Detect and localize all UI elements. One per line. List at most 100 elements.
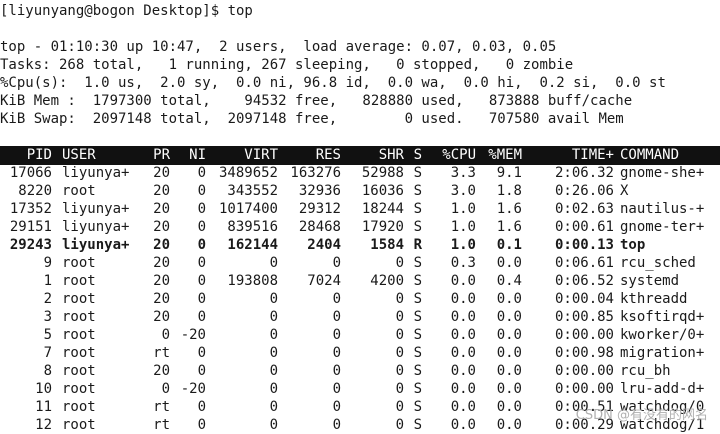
col-cpu[interactable]: %CPU bbox=[442, 147, 476, 163]
cell-time: 0:06.61 bbox=[554, 255, 614, 271]
cell-command: gnome-ter+ bbox=[620, 219, 705, 235]
cell-state: S bbox=[413, 363, 422, 379]
cell-pr: 20 bbox=[153, 219, 170, 235]
process-row[interactable]: 17352 liyunya+ 20 0 1017400 29312 18244 S 1.0 1.6… bbox=[0, 200, 720, 218]
col-shr[interactable]: SHR bbox=[378, 147, 404, 163]
process-row[interactable]: 12 root rt 0 0 0 0 S 0.0 0.0 0:00.29 watchdog/1 bbox=[0, 416, 720, 434]
process-row[interactable]: 8 root 20 0 0 0 0 S 0.0 0.0 0:00.00 rcu_bh bbox=[0, 362, 720, 380]
cell-time: 0:00.00 bbox=[554, 381, 614, 397]
cell-ni: -20 bbox=[180, 381, 206, 397]
cell-command: X bbox=[620, 183, 629, 199]
col-mem[interactable]: %MEM bbox=[488, 147, 522, 163]
cell-user: root bbox=[62, 345, 96, 361]
process-row[interactable]: 5 root 0 -20 0 0 0 S 0.0 0.0 0:00.00 kworker/0+ bbox=[0, 326, 720, 344]
col-virt[interactable]: VIRT bbox=[244, 147, 278, 163]
cell-ni: 0 bbox=[197, 309, 206, 325]
cell-user: liyunya+ bbox=[62, 219, 130, 235]
cell-mem: 9.1 bbox=[496, 165, 522, 181]
process-row[interactable]: 7 root rt 0 0 0 0 S 0.0 0.0 0:00.98 migration+ bbox=[0, 344, 720, 362]
cell-user: root bbox=[62, 399, 96, 415]
cell-ni: -20 bbox=[180, 327, 206, 343]
summary-swap: KiB Swap: 2097148 total, 2097148 free, 0… bbox=[0, 111, 624, 127]
cell-state: S bbox=[413, 417, 422, 433]
cell-shr: 0 bbox=[395, 255, 404, 271]
cell-cpu: 0.0 bbox=[450, 363, 476, 379]
cell-virt: 1017400 bbox=[218, 201, 278, 217]
cell-shr: 0 bbox=[395, 417, 404, 433]
process-row[interactable]: 29151 liyunya+ 20 0 839516 28468 17920 S 1.0 1.6 0… bbox=[0, 218, 720, 236]
col-pid[interactable]: PID bbox=[26, 147, 52, 163]
cell-cpu: 0.3 bbox=[450, 255, 476, 271]
cell-time: 0:00.29 bbox=[554, 417, 614, 433]
col-user[interactable]: USER bbox=[62, 147, 96, 163]
cell-mem: 1.6 bbox=[496, 219, 522, 235]
cell-pid: 29151 bbox=[9, 219, 52, 235]
cell-pid: 11 bbox=[35, 399, 52, 415]
cell-time: 0:00.61 bbox=[554, 219, 614, 235]
cell-pid: 29243 bbox=[9, 237, 52, 253]
process-row[interactable]: 2 root 20 0 0 0 0 S 0.0 0.0 0:00.04 kthreadd bbox=[0, 290, 720, 308]
cell-mem: 0.0 bbox=[496, 381, 522, 397]
process-row[interactable]: 10 root 0 -20 0 0 0 S 0.0 0.0 0:00.00 lru-add-d+ bbox=[0, 380, 720, 398]
col-command[interactable]: COMMAND bbox=[620, 147, 680, 163]
cell-cpu: 0.0 bbox=[450, 327, 476, 343]
cell-state: S bbox=[413, 255, 422, 271]
cell-pr: 0 bbox=[161, 327, 170, 343]
cell-ni: 0 bbox=[197, 363, 206, 379]
process-row[interactable]: 11 root rt 0 0 0 0 S 0.0 0.0 0:00.51 watchdog/0 bbox=[0, 398, 720, 416]
process-row[interactable]: 3 root 20 0 0 0 0 S 0.0 0.0 0:00.85 ksoftirqd+ bbox=[0, 308, 720, 326]
process-row[interactable]: 1 root 20 0 193808 7024 4200 S 0.0 0.4 0:06.52 syst… bbox=[0, 272, 720, 290]
cell-pid: 17352 bbox=[9, 201, 52, 217]
watermark: CSDN @有没有的网名 bbox=[575, 408, 708, 423]
cell-command: ksoftirqd+ bbox=[620, 309, 705, 325]
shell-prompt: [liyunyang@bogon Desktop]$ top bbox=[0, 3, 253, 19]
cell-pr: 20 bbox=[153, 363, 170, 379]
cell-pr: 20 bbox=[153, 273, 170, 289]
cell-user: liyunya+ bbox=[62, 201, 130, 217]
cell-shr: 18244 bbox=[361, 201, 404, 217]
col-time[interactable]: TIME+ bbox=[571, 147, 614, 163]
cell-ni: 0 bbox=[197, 165, 206, 181]
cell-virt: 839516 bbox=[227, 219, 278, 235]
col-res[interactable]: RES bbox=[315, 147, 341, 163]
cell-pid: 8 bbox=[43, 363, 52, 379]
cell-state: R bbox=[413, 237, 422, 253]
cell-res: 0 bbox=[332, 255, 341, 271]
cell-shr: 0 bbox=[395, 327, 404, 343]
cell-state: S bbox=[413, 309, 422, 325]
cell-res: 28468 bbox=[298, 219, 341, 235]
summary-cpu: %Cpu(s): 1.0 us, 2.0 sy, 0.0 ni, 96.8 id… bbox=[0, 75, 666, 91]
col-ni[interactable]: NI bbox=[189, 147, 206, 163]
summary-tasks: Tasks: 268 total, 1 running, 267 sleepin… bbox=[0, 57, 574, 73]
process-row[interactable]: 17066 liyunya+ 20 0 3489652 163276 52988 S 3.3 9.… bbox=[0, 164, 720, 182]
cell-shr: 1584 bbox=[370, 237, 404, 253]
cell-state: S bbox=[413, 273, 422, 289]
cell-shr: 17920 bbox=[361, 219, 404, 235]
cell-shr: 4200 bbox=[370, 273, 404, 289]
process-row[interactable]: 29243 liyunya+ 20 0 162144 2404 1584 R 1.0 0.1 0:0… bbox=[0, 236, 720, 254]
cell-time: 2:06.32 bbox=[554, 165, 614, 181]
cell-shr: 16036 bbox=[361, 183, 404, 199]
cell-res: 0 bbox=[332, 345, 341, 361]
cell-cpu: 0.0 bbox=[450, 273, 476, 289]
cell-res: 0 bbox=[332, 309, 341, 325]
cell-pid: 10 bbox=[35, 381, 52, 397]
cell-res: 0 bbox=[332, 291, 341, 307]
cell-state: S bbox=[413, 381, 422, 397]
cell-cpu: 3.0 bbox=[450, 183, 476, 199]
col-state[interactable]: S bbox=[413, 147, 422, 163]
cell-res: 0 bbox=[332, 399, 341, 415]
process-row[interactable]: 8220 root 20 0 343552 32936 16036 S 3.0 1.8 0:26.0… bbox=[0, 182, 720, 200]
cell-user: liyunya+ bbox=[62, 237, 130, 253]
cell-command: gnome-she+ bbox=[620, 165, 705, 181]
process-row[interactable]: 9 root 20 0 0 0 0 S 0.3 0.0 0:06.61 rcu_sched bbox=[0, 254, 720, 272]
cell-user: root bbox=[62, 327, 96, 343]
cell-pr: 20 bbox=[153, 255, 170, 271]
cell-res: 0 bbox=[332, 363, 341, 379]
col-pr[interactable]: PR bbox=[153, 147, 170, 163]
cell-command: watchdog/0 bbox=[620, 399, 705, 415]
cell-time: 0:00.85 bbox=[554, 309, 614, 325]
summary-mem: KiB Mem : 1797300 total, 94532 free, 828… bbox=[0, 93, 633, 109]
cell-res: 163276 bbox=[290, 165, 341, 181]
cell-pr: 0 bbox=[161, 381, 170, 397]
